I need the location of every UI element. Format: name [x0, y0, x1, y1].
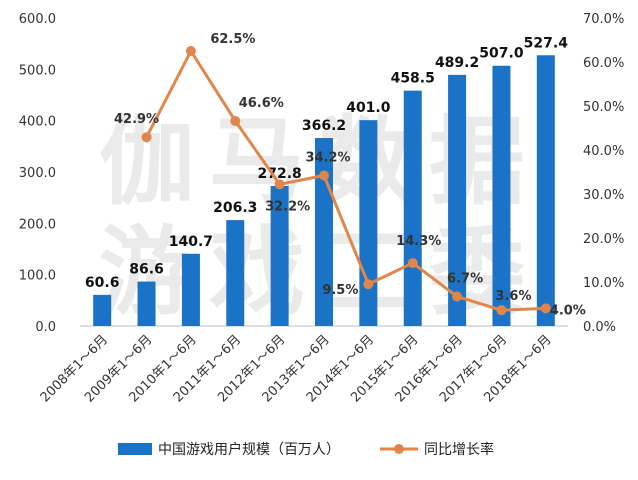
y-right-tick-label: 20.0%: [583, 232, 624, 247]
y-right-tick-label: 30.0%: [583, 188, 624, 203]
line-point: [496, 305, 507, 316]
line-path: [145, 49, 546, 312]
bar-data-label: 366.2: [302, 118, 346, 134]
bar: [359, 120, 378, 326]
y-left-tick-label: 600.0: [19, 12, 56, 27]
y-right-tick-label: 40.0%: [583, 144, 624, 159]
bar: [448, 74, 467, 326]
bar: [403, 90, 422, 327]
bar: [536, 55, 555, 326]
y-left-tick-label: 0.0: [35, 320, 56, 335]
y-left-tick-label: 300.0: [19, 166, 56, 181]
bar: [93, 294, 112, 326]
legend-line-marker: [394, 444, 404, 454]
bar-data-label: 527.4: [524, 35, 569, 51]
x-axis-ticks: 2008年1～6月2009年1～6月2010年1～6月2011年1～6月2012…: [38, 332, 555, 405]
line-point: [274, 179, 285, 190]
bar: [137, 281, 156, 326]
line-point: [452, 291, 463, 302]
y-axis-left: 0.0 100.0 200.0 300.0 400.0 500.0 600.0: [19, 12, 56, 335]
y-right-tick-label: 50.0%: [583, 100, 624, 115]
line-data-label: 9.5%: [322, 283, 358, 298]
line-data-label: 62.5%: [210, 32, 255, 47]
line-data-label: 3.6%: [495, 289, 531, 304]
bar-data-label: 206.3: [213, 200, 257, 216]
line-point: [141, 132, 152, 143]
line-point: [230, 115, 241, 126]
bar-data-label: 507.0: [479, 46, 524, 62]
y-left-tick-label: 500.0: [19, 63, 56, 78]
line-point: [407, 258, 418, 269]
legend-line-label: 同比增长率: [424, 441, 494, 458]
line-labels: 42.9% 62.5% 46.6% 32.2% 34.2% 9.5% 14.3% 6.7% 3.…: [114, 32, 586, 318]
line-data-label: 46.6%: [239, 96, 284, 111]
legend-bar-label: 中国游戏用户规模（百万人）: [158, 441, 340, 458]
legend: 中国游戏用户规模（百万人） 同比增长率: [118, 441, 494, 458]
line-point: [319, 170, 329, 181]
line-data-label: 4.0%: [550, 303, 586, 318]
bar-data-label: 458.5: [391, 71, 435, 87]
bar-series: [93, 55, 555, 327]
line-data-label: 32.2%: [265, 199, 310, 214]
y-axis-right: 0.0% 10.0% 20.0% 30.0% 40.0% 50.0% 60.0% 70.0%: [583, 12, 624, 335]
bar-data-label: 86.6: [129, 262, 164, 278]
line-point: [185, 46, 196, 56]
y-right-tick-label: 0.0%: [583, 320, 616, 335]
bar-labels: 60.686.6140.7206.3272.8366.2401.0458.548…: [85, 35, 568, 291]
bar: [270, 185, 289, 326]
line-series: [141, 46, 551, 316]
bar: [226, 220, 245, 326]
bar-data-label: 489.2: [435, 55, 479, 71]
line-data-label: 14.3%: [396, 234, 441, 249]
bar-data-label: 60.6: [85, 275, 120, 291]
y-right-tick-label: 70.0%: [583, 12, 624, 27]
bar-data-label: 401.0: [346, 100, 391, 116]
line-data-label: 6.7%: [447, 272, 483, 287]
line-data-label: 34.2%: [305, 151, 350, 166]
bar-data-label: 140.7: [169, 234, 213, 250]
bar: [181, 253, 200, 326]
line-point: [363, 279, 374, 290]
line-point: [540, 303, 551, 314]
y-right-tick-label: 10.0%: [583, 276, 624, 291]
bar: [492, 65, 511, 327]
legend-bar-swatch: [118, 443, 152, 455]
y-left-tick-label: 100.0: [19, 269, 56, 284]
y-right-tick-label: 60.0%: [583, 56, 624, 71]
y-left-tick-label: 400.0: [19, 115, 56, 130]
line-data-label: 42.9%: [114, 112, 159, 127]
y-left-tick-label: 200.0: [19, 217, 56, 232]
